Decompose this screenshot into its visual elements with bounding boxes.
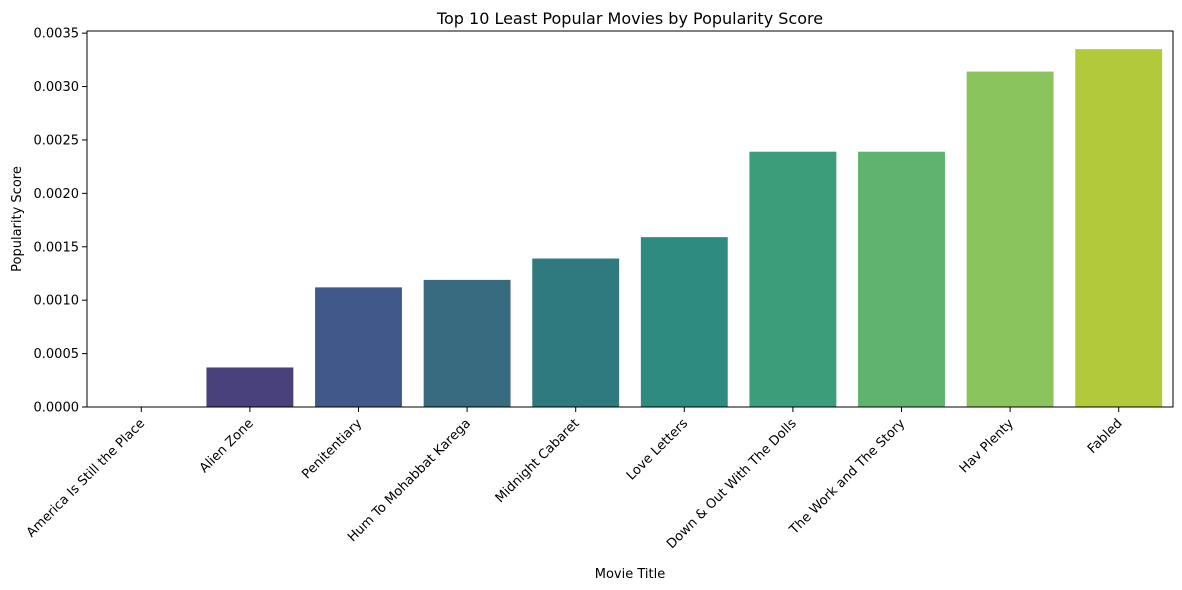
x-tick-label: Love Letters <box>624 416 691 483</box>
chart-title: Top 10 Least Popular Movies by Popularit… <box>436 9 823 28</box>
y-tick-label: 0.0020 <box>34 187 80 202</box>
bar <box>532 258 620 407</box>
plot-frame <box>86 30 1174 408</box>
bar <box>640 237 728 407</box>
x-tick-label: Hum To Mohabbat Karega <box>345 416 474 545</box>
bar <box>858 151 945 407</box>
x-axis-label: Movie Title <box>595 567 665 582</box>
bar <box>206 367 294 407</box>
bar <box>1075 49 1163 408</box>
y-tick-label: 0.0000 <box>34 401 80 416</box>
y-tick-label: 0.0010 <box>34 294 80 309</box>
x-tick-label: Down & Out With The Dolls <box>664 416 800 552</box>
x-tick-label: Penitentiary <box>299 416 365 482</box>
y-axis: 0.0000 0.0005 0.0010 0.0015 0.0020 0.0025 0.00… <box>34 27 87 416</box>
x-tick-label: Fabled <box>1085 416 1126 457</box>
x-tick-label: Alien Zone <box>197 416 257 476</box>
y-tick-label: 0.0005 <box>34 347 80 362</box>
x-axis: America Is Still the Place Alien Zone Peni… <box>24 407 1126 552</box>
y-tick-label: 0.0030 <box>34 80 80 95</box>
bar <box>749 151 837 407</box>
y-tick-label: 0.0025 <box>34 133 80 148</box>
bar <box>423 279 511 407</box>
y-tick-label: 0.0035 <box>34 27 80 42</box>
bars <box>206 49 1163 408</box>
bar <box>315 287 402 407</box>
x-tick-label: Midnight Cabaret <box>493 416 583 506</box>
y-tick-label: 0.0015 <box>34 240 80 255</box>
bar <box>966 71 1054 407</box>
x-tick-label: Hav Plenty <box>957 416 1017 476</box>
x-tick-label: The Work and The Story <box>786 416 908 538</box>
y-axis-label: Popularity Score <box>10 166 25 272</box>
x-tick-label: America Is Still the Place <box>24 416 148 540</box>
